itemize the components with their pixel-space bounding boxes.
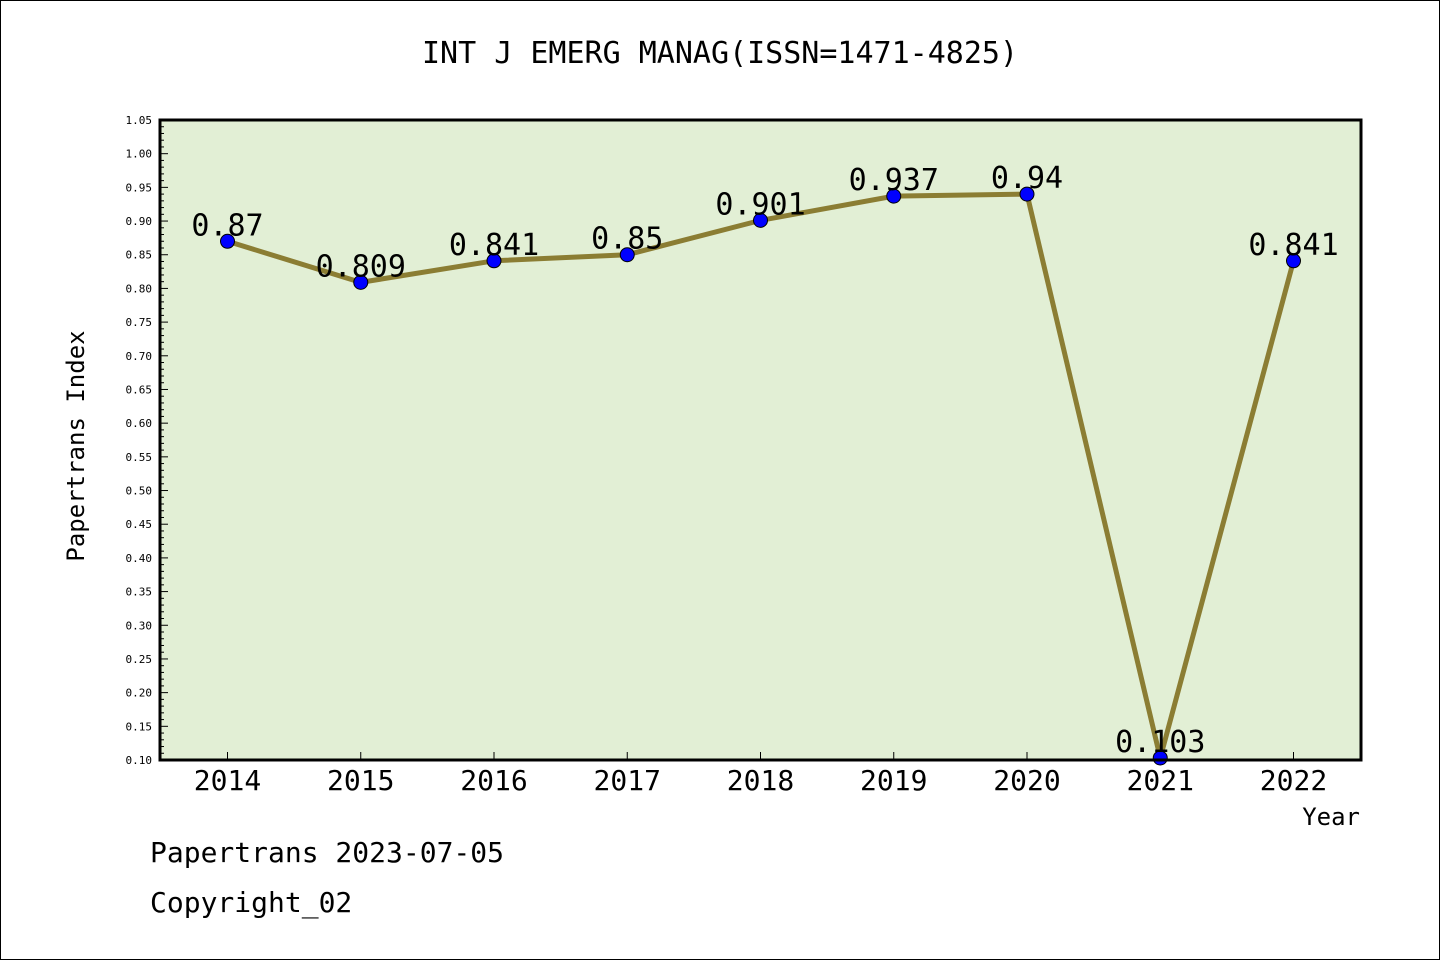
data-label: 0.937 xyxy=(849,163,939,198)
x-axis-label: Year xyxy=(1302,803,1360,831)
data-label: 0.87 xyxy=(191,208,263,243)
data-point xyxy=(486,253,502,269)
x-tick-label: 2018 xyxy=(727,764,794,797)
x-tick-label: 2017 xyxy=(594,764,661,797)
data-point xyxy=(886,188,902,204)
series-markers xyxy=(220,186,1301,766)
data-labels: 0.87 0.809 0.841 0.85 0.901 0.937 0.94 0.103 0.8… xyxy=(191,161,1338,760)
y-tick-label: 0.75 xyxy=(126,316,153,329)
data-point xyxy=(220,233,235,249)
x-tick-label: 2022 xyxy=(1260,764,1327,797)
y-axis: 0.10 0.15 0.20 0.25 0.30 0.35 0.40 0.45 0.50 0.55… xyxy=(126,114,168,767)
data-point xyxy=(1019,186,1035,202)
y-tick-label: 0.15 xyxy=(126,720,153,733)
y-tick-label: 0.25 xyxy=(126,653,153,666)
y-tick-label: 1.05 xyxy=(126,114,153,127)
footer-date: Papertrans 2023-07-05 xyxy=(150,836,505,869)
x-tick-label: 2020 xyxy=(993,764,1060,797)
data-label: 0.809 xyxy=(316,249,406,284)
y-tick-label: 0.55 xyxy=(126,451,153,464)
data-label: 0.103 xyxy=(1115,725,1205,760)
footer-copyright: Copyright_02 xyxy=(150,886,353,919)
data-point xyxy=(619,247,635,263)
y-tick-label: 0.65 xyxy=(126,383,153,396)
x-tick-label: 2014 xyxy=(194,764,261,797)
y-tick-label: 0.60 xyxy=(126,417,153,430)
plot-border xyxy=(158,118,1363,762)
y-tick-label: 0.10 xyxy=(126,754,153,767)
y-tick-label: 0.45 xyxy=(126,518,153,531)
y-tick-label: 0.50 xyxy=(126,485,153,498)
y-tick-label: 0.30 xyxy=(126,619,153,632)
x-axis: 2014 2015 2016 2017 2018 2019 2020 2021 2022 xyxy=(194,752,1327,797)
data-point xyxy=(1286,253,1301,269)
y-tick-label: 1.00 xyxy=(126,148,153,161)
x-tick-label: 2015 xyxy=(327,764,394,797)
y-tick-label: 0.95 xyxy=(126,181,153,194)
y-tick-label: 0.90 xyxy=(126,215,153,228)
y-tick-label: 0.40 xyxy=(126,552,153,565)
y-tick-label: 0.85 xyxy=(126,249,153,262)
chart-title: INT J EMERG MANAG(ISSN=1471-4825) xyxy=(421,36,1019,71)
data-label: 0.841 xyxy=(1248,228,1338,263)
y-tick-label: 0.35 xyxy=(126,586,153,599)
y-tick-label: 0.80 xyxy=(126,282,153,295)
x-tick-label: 2016 xyxy=(460,764,527,797)
y-tick-label: 0.70 xyxy=(126,350,153,363)
data-point xyxy=(753,212,768,228)
data-point xyxy=(353,274,369,290)
data-label: 0.94 xyxy=(991,161,1063,196)
data-label: 0.901 xyxy=(715,187,805,222)
x-tick-label: 2019 xyxy=(860,764,927,797)
data-label: 0.85 xyxy=(591,222,663,257)
x-tick-label: 2021 xyxy=(1127,764,1194,797)
data-label: 0.841 xyxy=(449,228,539,263)
y-tick-label: 0.20 xyxy=(126,687,153,700)
